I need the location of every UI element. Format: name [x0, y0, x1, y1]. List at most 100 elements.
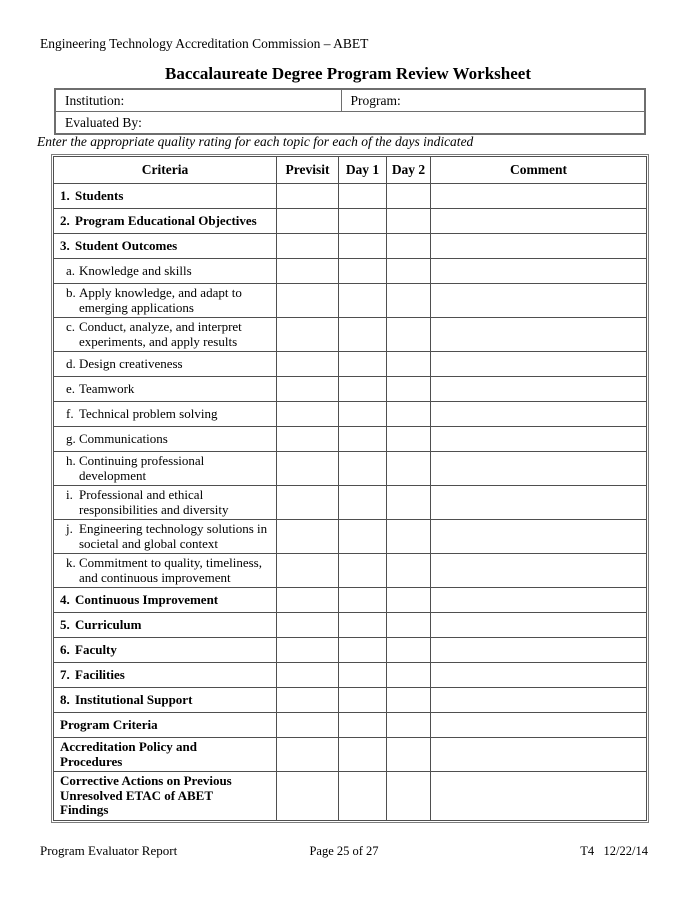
criteria-cell: Program Criteria: [53, 712, 277, 738]
item-text: Technical problem solving: [79, 405, 218, 421]
day2-cell: [386, 737, 431, 772]
comment-cell: [430, 771, 647, 821]
item-text: Commitment to quality, timeliness, and c…: [79, 555, 262, 585]
day2-cell: [386, 183, 431, 209]
program-label: Program:: [350, 92, 401, 108]
day1-cell: [338, 637, 387, 663]
day1-cell: [338, 233, 387, 259]
header-row: Criteria Previsit Day 1 Day 2 Comment: [53, 156, 647, 184]
day1-cell: [338, 258, 387, 284]
table-row: 5. Curriculum: [53, 612, 647, 638]
info-table-container: Institution: Program: Evaluated By:: [54, 88, 646, 135]
criteria-cell: h. Continuing professional development: [53, 451, 277, 486]
instruction-note: Enter the appropriate quality rating for…: [37, 134, 474, 149]
comment-cell: [430, 426, 647, 452]
previsit-cell: [276, 376, 339, 402]
page-footer: Program Evaluator Report Page 25 of 27 T…: [40, 843, 648, 859]
criteria-cell: a. Knowledge and skills: [53, 258, 277, 284]
day2-cell: [386, 317, 431, 352]
item-prefix: 1.: [60, 187, 70, 203]
review-table: Criteria Previsit Day 1 Day 2 Comment 1.…: [53, 156, 647, 821]
comment-cell: [430, 612, 647, 638]
day1-cell: [338, 687, 387, 713]
criteria-cell: f. Technical problem solving: [53, 401, 277, 427]
table-row: j. Engineering technology solutions in so…: [53, 519, 647, 554]
day1-cell: [338, 485, 387, 520]
previsit-cell: [276, 426, 339, 452]
day2-cell: [386, 451, 431, 486]
item-prefix: 8.: [60, 691, 70, 707]
review-table-body: 1. Students 2. Program Educational Objectiv…: [53, 183, 647, 821]
item-text: Program Criteria: [60, 716, 158, 732]
previsit-cell: [276, 737, 339, 772]
item-prefix: 3.: [60, 237, 70, 253]
comment-cell: [430, 401, 647, 427]
item-text: Continuing professional development: [79, 453, 205, 483]
criteria-cell: j. Engineering technology solutions in so…: [53, 519, 277, 554]
criteria-cell: Corrective Actions on Previous Unresolve…: [53, 771, 277, 821]
previsit-cell: [276, 233, 339, 259]
comment-cell: [430, 553, 647, 588]
day1-cell: [338, 712, 387, 738]
item-prefix: 5.: [60, 616, 70, 632]
item-text: Knowledge and skills: [79, 262, 192, 278]
item-text: Design creativeness: [79, 355, 183, 371]
comment-cell: [430, 258, 647, 284]
previsit-cell: [276, 637, 339, 663]
table-row: 8. Institutional Support: [53, 687, 647, 713]
day1-cell: [338, 451, 387, 486]
day1-cell: [338, 662, 387, 688]
item-prefix: c.: [66, 319, 76, 334]
comment-cell: [430, 351, 647, 377]
day2-cell: [386, 687, 431, 713]
day2-cell: [386, 376, 431, 402]
review-table-container: Criteria Previsit Day 1 Day 2 Comment 1.…: [51, 154, 649, 823]
item-text: Communications: [79, 430, 168, 446]
table-row: Program Criteria: [53, 712, 647, 738]
day2-cell: [386, 426, 431, 452]
criteria-cell: c. Conduct, analyze, and interpret experi…: [53, 317, 277, 352]
previsit-cell: [276, 183, 339, 209]
comment-cell: [430, 233, 647, 259]
comment-cell: [430, 587, 647, 613]
table-row: d. Design creativeness: [53, 351, 647, 377]
item-text: Apply knowledge, and adapt to emerging a…: [79, 285, 242, 315]
previsit-cell: [276, 771, 339, 821]
day1-cell: [338, 737, 387, 772]
table-row: a. Knowledge and skills: [53, 258, 647, 284]
day1-cell: [338, 376, 387, 402]
comment-header: Comment: [430, 156, 647, 184]
day1-cell: [338, 208, 387, 234]
table-row: i. Professional and ethical responsibilit…: [53, 485, 647, 520]
criteria-cell: 2. Program Educational Objectives: [53, 208, 277, 234]
day2-cell: [386, 258, 431, 284]
table-row: 6. Faculty: [53, 637, 647, 663]
item-prefix: i.: [66, 487, 73, 502]
item-prefix: j.: [66, 521, 73, 536]
item-text: Students: [75, 187, 124, 203]
previsit-cell: [276, 712, 339, 738]
day1-cell: [338, 317, 387, 352]
program-label-cell: Program:: [340, 88, 646, 112]
previsit-cell: [276, 283, 339, 318]
criteria-cell: 8. Institutional Support: [53, 687, 277, 713]
day2-cell: [386, 771, 431, 821]
comment-cell: [430, 283, 647, 318]
criteria-cell: k. Commitment to quality, timeliness, and…: [53, 553, 277, 588]
day2-cell: [386, 637, 431, 663]
criteria-cell: b. Apply knowledge, and adapt to emerging…: [53, 283, 277, 318]
item-text: Conduct, analyze, and interpret experime…: [79, 319, 242, 349]
comment-cell: [430, 662, 647, 688]
table-row: 7. Facilities: [53, 662, 647, 688]
comment-cell: [430, 451, 647, 486]
day2-cell: [386, 587, 431, 613]
comment-cell: [430, 737, 647, 772]
comment-cell: [430, 687, 647, 713]
previsit-cell: [276, 317, 339, 352]
day1-cell: [338, 283, 387, 318]
criteria-cell: d. Design creativeness: [53, 351, 277, 377]
item-prefix: 6.: [60, 641, 70, 657]
item-prefix: d.: [66, 355, 76, 371]
item-text: Student Outcomes: [75, 237, 178, 253]
criteria-cell: 3. Student Outcomes: [53, 233, 277, 259]
